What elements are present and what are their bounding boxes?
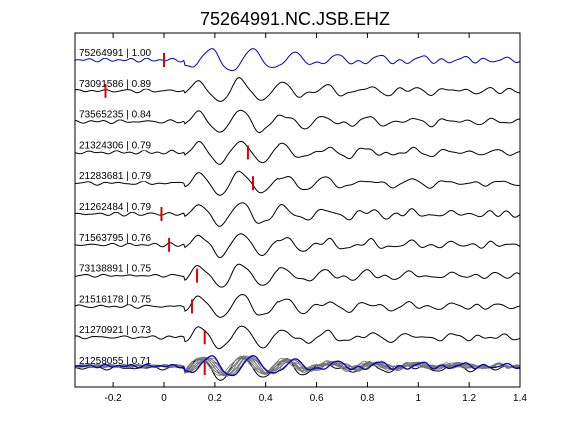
trace-label-background	[77, 138, 157, 151]
stack-reference-trace	[74, 355, 521, 377]
trace-label-background	[77, 169, 157, 182]
trace-line	[74, 48, 521, 72]
x-tick-label: 0.8	[360, 393, 374, 404]
stack-overlay-layer	[74, 355, 521, 377]
trace-label: 73091586 | 0.89	[79, 79, 152, 90]
trace-label: 21262484 | 0.79	[79, 202, 152, 213]
trace-label: 21270921 | 0.73	[79, 325, 152, 336]
chart-title: 75264991.NC.JSB.EHZ	[200, 9, 390, 29]
trace-label: 73565235 | 0.84	[79, 110, 152, 121]
trace-label: 21516178 | 0.75	[79, 294, 152, 305]
trace-label: 21324306 | 0.79	[79, 140, 152, 151]
trace-line	[74, 325, 521, 350]
trace-line	[74, 202, 521, 227]
x-tick-label: 0.2	[208, 393, 222, 404]
trace-labels-layer: 75264991 | 1.00 73091586 | 0.89 73565235 |…	[77, 46, 157, 367]
trace-label-background	[77, 200, 157, 212]
trace-label: 73138891 | 0.75	[79, 264, 152, 275]
trace-label-background	[77, 354, 157, 366]
x-tick-label: 0	[161, 393, 167, 404]
trace-label-background	[77, 107, 157, 120]
x-axis: -0.2 0 0.2 0.4 0.6 0.8 1 1.2 1.4	[105, 33, 527, 404]
trace-line	[74, 170, 521, 196]
trace-label: 21258055 | 0.71	[79, 356, 152, 367]
trace-label-background	[77, 230, 157, 243]
x-tick-label: -0.2	[105, 393, 123, 404]
plot-frame	[74, 32, 521, 388]
trace-label: 71563795 | 0.76	[79, 233, 152, 244]
trace-line	[74, 293, 521, 318]
x-tick-label: 1	[416, 393, 422, 404]
x-tick-label: 0.6	[310, 393, 324, 404]
trace-label-background	[77, 323, 157, 336]
trace-label-background	[77, 46, 157, 58]
trace-label-background	[77, 292, 157, 305]
trace-line	[74, 140, 521, 165]
trace-line	[74, 233, 521, 259]
trace-label-background	[77, 261, 157, 274]
trace-line	[74, 109, 521, 134]
trace-label: 21283681 | 0.79	[79, 171, 152, 182]
pick-markers-layer	[104, 53, 254, 375]
trace-label-background	[77, 76, 157, 89]
x-tick-label: 0.4	[259, 393, 273, 404]
x-tick-label: 1.4	[513, 393, 527, 404]
trace-label: 75264991 | 1.00	[79, 48, 152, 59]
x-tick-label: 1.2	[462, 393, 476, 404]
trace-line	[74, 77, 521, 102]
trace-line	[74, 263, 521, 288]
traces-layer	[74, 48, 521, 381]
